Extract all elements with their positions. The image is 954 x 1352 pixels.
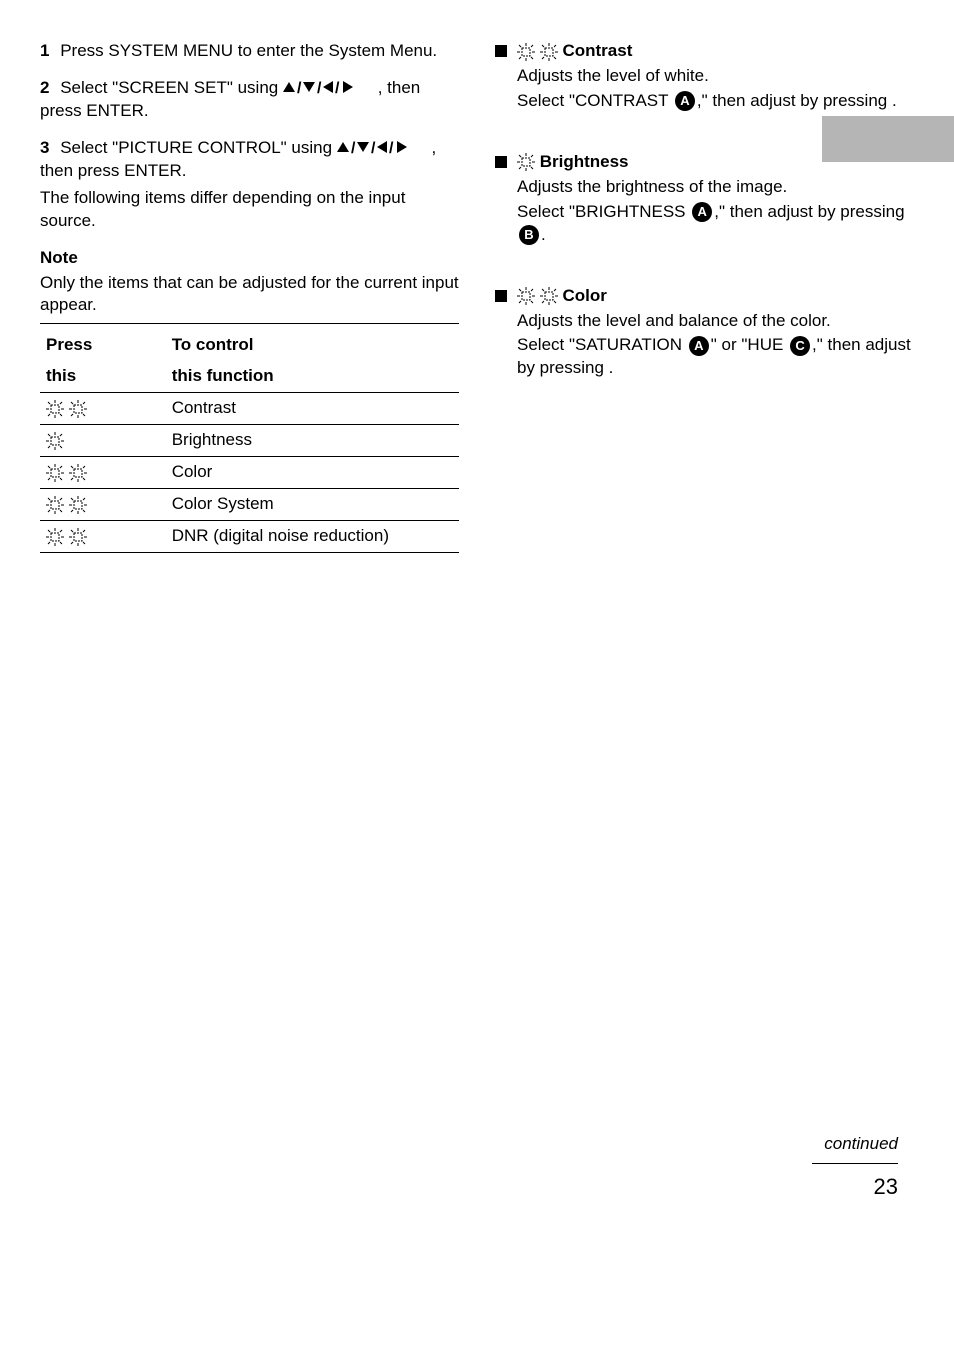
bullet-square-icon [495,156,507,168]
step-text-a: Select "PICTURE CONTROL" using [60,138,337,157]
feature-item: ContrastAdjusts the level of white.Selec… [495,40,914,113]
svg-text:/: / [297,80,302,96]
row-icons [40,489,166,521]
step-number: 3 [40,138,49,157]
page-number: 23 [874,1172,898,1202]
svg-text:/: / [317,80,322,96]
left-column: 1 Press SYSTEM MENU to enter the System … [40,40,459,553]
note-title: Note [40,247,459,270]
svg-text:/: / [389,140,394,156]
step-2: 2 Select "SCREEN SET" using / / / , then… [40,77,459,123]
step-3: 3 Select "PICTURE CONTROL" using / / / ,… [40,137,459,233]
th-press: Press [40,330,166,361]
controls-table: Press To control this this function Cont… [40,330,459,553]
step-number: 1 [40,41,49,60]
arrow-keys: / / / [337,138,432,157]
feature-line1: Adjusts the brightness of the image. [517,176,914,199]
row-label: Color [166,457,459,489]
svg-text:/: / [351,140,356,156]
feature-item: BrightnessAdjusts the brightness of the … [495,151,914,247]
step-number: 2 [40,78,49,97]
circled-letter: A [675,91,695,111]
row-label: Color System [166,489,459,521]
row-icons [40,393,166,425]
row-icons [40,425,166,457]
note-body: Only the items that can be adjusted for … [40,272,459,318]
feature-line2: Select "CONTRAST A," then adjust by pres… [517,90,914,113]
row-icons [40,457,166,489]
step-sub: The following items differ depending on … [40,187,459,233]
continued-rule [812,1163,898,1164]
feature-title: Brightness [517,151,914,174]
row-icons [40,521,166,553]
row-label: DNR (digital noise reduction) [166,521,459,553]
continued-label: continued [824,1133,898,1156]
right-column: ContrastAdjusts the level of white.Selec… [495,40,914,553]
step-1: 1 Press SYSTEM MENU to enter the System … [40,40,459,63]
table-row: Brightness [40,425,459,457]
feature-line2: Select "SATURATION A" or "HUE C," then a… [517,334,914,380]
feature-line1: Adjusts the level and balance of the col… [517,310,914,333]
table-row: Contrast [40,393,459,425]
svg-text:/: / [335,80,340,96]
row-label: Brightness [166,425,459,457]
circled-letter: B [519,225,539,245]
feature-item: ColorAdjusts the level and balance of th… [495,285,914,381]
table-row: DNR (digital noise reduction) [40,521,459,553]
table-row: Color System [40,489,459,521]
feature-line2: Select "BRIGHTNESS A," then adjust by pr… [517,201,914,247]
feature-title: Contrast [517,40,914,63]
circled-letter: C [790,336,810,356]
th-control2: this function [166,361,459,392]
svg-text:/: / [371,140,376,156]
table-top-rule [40,323,459,324]
step-text: Press SYSTEM MENU to enter the System Me… [60,41,437,60]
arrow-keys: / / / [283,78,378,97]
feature-title: Color [517,285,914,308]
circled-letter: A [692,202,712,222]
row-label: Contrast [166,393,459,425]
feature-line1: Adjusts the level of white. [517,65,914,88]
table-row: Color [40,457,459,489]
th-press2: this [40,361,166,392]
bullet-square-icon [495,45,507,57]
th-control: To control [166,330,459,361]
circled-letter: A [689,336,709,356]
step-text-a: Select "SCREEN SET" using [60,78,283,97]
bullet-square-icon [495,290,507,302]
